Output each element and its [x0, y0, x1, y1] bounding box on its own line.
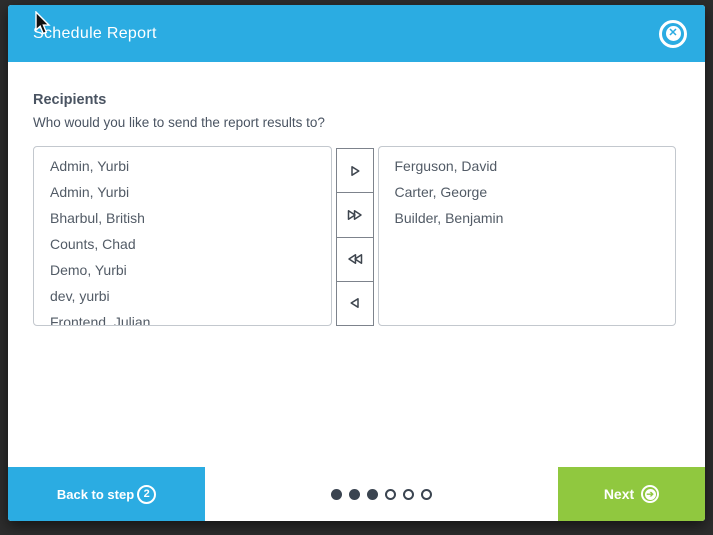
arrow-left-icon: [349, 298, 359, 309]
dialog-title: Schedule Report: [33, 24, 157, 42]
wizard-footer: Back to step 2: [8, 467, 705, 521]
step-dot: [385, 488, 396, 500]
list-item[interactable]: Bharbul, British: [50, 210, 145, 226]
list-item[interactable]: Counts, Chad: [50, 236, 136, 252]
step-number-badge: 2: [137, 484, 157, 504]
list-item[interactable]: Admin, Yurbi: [50, 158, 130, 174]
arrow-right-icon: [350, 165, 360, 176]
transfer-controls: [335, 148, 374, 326]
available-recipients-list[interactable]: Admin, Yurbi Admin, Yurbi Bharbul, Briti…: [33, 146, 332, 326]
list-item[interactable]: Frontend, Julian: [50, 314, 151, 326]
list-item[interactable]: dev, yurbi: [50, 288, 110, 304]
move-all-left-button[interactable]: [336, 237, 373, 282]
move-all-right-button[interactable]: [336, 193, 373, 238]
list-item[interactable]: Ferguson, David: [394, 158, 498, 174]
step-dot: [403, 488, 414, 500]
recipients-question: Who would you like to send the report re…: [33, 115, 325, 130]
selected-recipients-list[interactable]: Ferguson, David Carter, George Builder, …: [377, 146, 676, 326]
step-dot: [331, 488, 342, 500]
footer-center: [205, 467, 558, 521]
next-button[interactable]: Next ➔: [558, 467, 705, 521]
step-indicator: [331, 488, 432, 500]
double-arrow-left-icon: [347, 254, 362, 265]
close-button[interactable]: ✕: [659, 19, 687, 48]
close-icon: ✕: [665, 26, 681, 41]
step-dot: [367, 488, 378, 500]
next-arrow-icon: ➔: [641, 485, 660, 503]
step-dot: [349, 488, 360, 500]
step-dot: [421, 488, 432, 500]
recipient-picker: Admin, Yurbi Admin, Yurbi Bharbul, Briti…: [33, 146, 676, 326]
move-selected-left-button[interactable]: [336, 281, 373, 325]
list-item[interactable]: Carter, George: [394, 184, 488, 200]
move-selected-right-button[interactable]: [336, 149, 373, 194]
recipients-heading: Recipients: [33, 92, 107, 108]
next-button-label: Next: [603, 486, 635, 502]
list-item[interactable]: Demo, Yurbi: [50, 262, 127, 278]
back-button-label: Back to step: [56, 486, 135, 502]
dialog-header: Schedule Report ✕: [8, 5, 705, 62]
back-to-step-button[interactable]: Back to step 2: [8, 467, 205, 521]
double-arrow-right-icon: [347, 209, 362, 220]
list-item[interactable]: Admin, Yurbi: [50, 184, 130, 200]
list-item[interactable]: Builder, Benjamin: [394, 210, 504, 226]
schedule-report-dialog: Schedule Report ✕ Recipients Who would y…: [8, 5, 705, 521]
